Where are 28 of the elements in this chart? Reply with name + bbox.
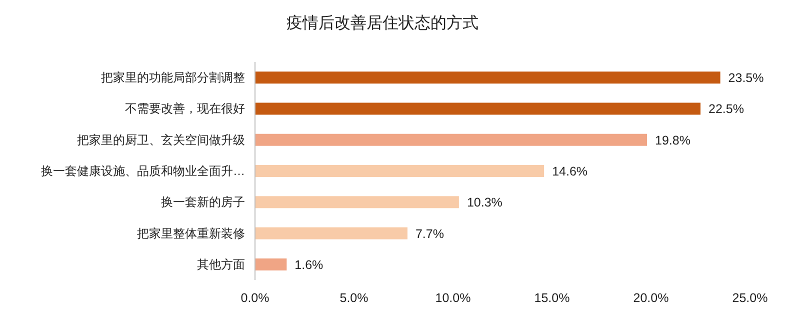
x-tick-label: 15.0% bbox=[534, 291, 570, 305]
data-label: 19.8% bbox=[655, 133, 690, 148]
bar bbox=[255, 258, 287, 270]
y-tick-label: 把家里的厨卫、玄关空间做升级 bbox=[77, 132, 245, 147]
data-label: 1.6% bbox=[294, 258, 324, 272]
y-tick-label: 其他方面 bbox=[197, 257, 245, 272]
bar bbox=[255, 165, 544, 177]
y-tick-label: 换一套健康设施、品质和物业全面升… bbox=[41, 164, 245, 178]
data-label: 22.5% bbox=[708, 102, 744, 116]
data-label: 7.7% bbox=[415, 226, 444, 241]
y-tick-label: 把家里的功能局部分割调整 bbox=[101, 70, 245, 85]
bar bbox=[255, 134, 648, 146]
y-tick-label: 不需要改善，现在很好 bbox=[125, 102, 245, 116]
data-label: 23.5% bbox=[728, 71, 764, 86]
x-tick-label: 5.0% bbox=[340, 291, 368, 305]
y-tick-label: 换一套新的房子 bbox=[161, 195, 245, 210]
x-tick-label: 25.0% bbox=[732, 291, 768, 305]
data-label: 14.6% bbox=[552, 164, 588, 178]
bar bbox=[255, 196, 459, 208]
y-tick-label: 把家里整体重新装修 bbox=[137, 226, 245, 240]
x-tick-label: 10.0% bbox=[435, 291, 471, 305]
bar bbox=[255, 227, 408, 240]
data-label: 10.3% bbox=[466, 196, 502, 210]
bar bbox=[255, 72, 720, 84]
bar bbox=[255, 102, 700, 115]
x-tick-label: 0.0% bbox=[240, 291, 270, 305]
chart-title: 疫情后改善居住状态的方式 bbox=[286, 14, 478, 32]
x-tick-label: 20.0% bbox=[633, 291, 669, 305]
